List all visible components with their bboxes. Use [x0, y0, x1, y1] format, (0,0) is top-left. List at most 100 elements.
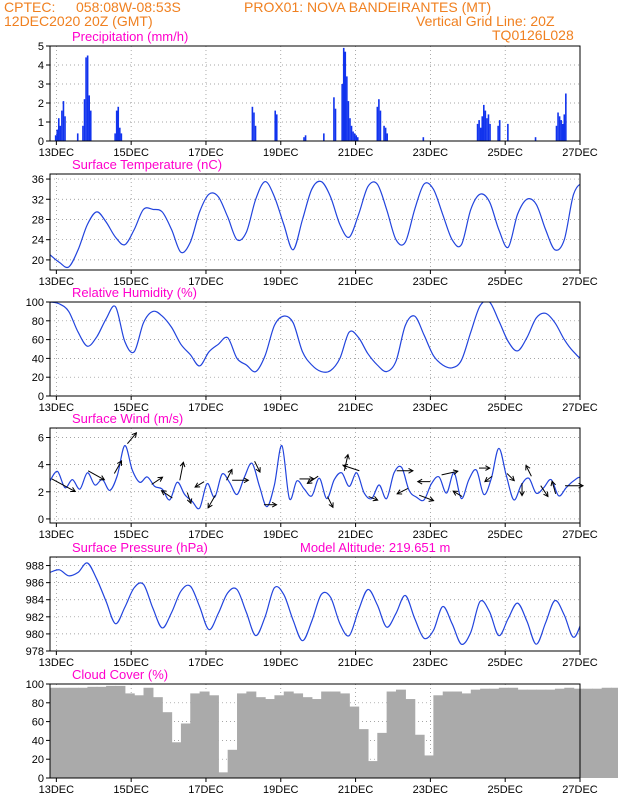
precip-bar [88, 95, 91, 141]
precip-bar [386, 133, 388, 141]
cloud-bar [592, 688, 603, 778]
wind-arrowhead [306, 478, 313, 484]
precip-bar [555, 125, 558, 141]
wind-arrow [161, 490, 173, 499]
precip-bar [59, 125, 62, 141]
x-tick-label: 17DEC [188, 147, 224, 159]
cloud-bar [330, 691, 341, 778]
precip-bar [89, 110, 92, 141]
precip-bar [350, 125, 353, 141]
cloud-bar [582, 688, 593, 778]
panel-title: Cloud Cover (%) [72, 667, 168, 682]
panel-title: Relative Humidity (%) [72, 285, 197, 300]
precip-bar [383, 125, 385, 141]
precip-bar [85, 57, 87, 141]
cloud-bar [50, 687, 60, 778]
cloud-bar [227, 749, 238, 778]
header-model-code: TQ0126L028 [492, 27, 574, 43]
x-tick-label: 23DEC [413, 402, 449, 414]
x-tick-label: 25DEC [487, 657, 523, 669]
wind-arrowhead [255, 467, 261, 474]
cloud-bar [554, 688, 565, 778]
precip-bar [86, 55, 89, 141]
precip-bar [120, 133, 123, 141]
precip-bar [507, 123, 509, 141]
precip-bar [484, 110, 487, 141]
y-tick-label: 984 [26, 595, 44, 607]
y-tick-label: 40 [32, 735, 44, 747]
wind-arrow [368, 496, 378, 501]
y-tick-label: 5 [38, 41, 44, 53]
plot-frame [49, 427, 581, 524]
precip-bar [384, 127, 387, 141]
precip-bar [481, 116, 484, 141]
precip-bar [254, 125, 257, 141]
y-tick-label: 100 [26, 297, 44, 309]
y-tick-label: 2 [38, 487, 44, 499]
cloud-bar [564, 687, 575, 778]
wind-arrowhead [416, 478, 423, 485]
precip-bar [251, 106, 254, 141]
wind-arrowhead [452, 490, 459, 496]
precip-bar [114, 133, 116, 141]
y-tick-label: 6 [38, 433, 44, 445]
x-tick-label: 27DEC [562, 529, 598, 541]
x-tick-label: 15DEC [113, 529, 149, 541]
wind-arrowhead [484, 476, 490, 483]
plot-frame [49, 45, 581, 142]
precip-bar [342, 47, 345, 141]
cloud-bar [405, 699, 416, 778]
precip-bar [378, 99, 380, 141]
wind-arrow [207, 494, 216, 509]
y-tick-label: 28 [32, 214, 44, 226]
cloud-bar [274, 695, 285, 778]
y-tick-label: 4 [38, 460, 44, 472]
y-tick-label: 20 [32, 372, 44, 384]
wind-arrow [441, 470, 458, 476]
cloud-bar [601, 687, 612, 778]
x-tick-label: 25DEC [487, 276, 523, 288]
precip-bar [498, 120, 501, 141]
wind-arrowhead [519, 490, 525, 497]
series-line [50, 302, 580, 373]
cloud-bar [171, 742, 182, 778]
precip-bar [341, 84, 343, 141]
precip-bar [487, 114, 490, 141]
cloud-bar [545, 689, 556, 778]
plot-frame [49, 683, 581, 779]
wind-arrow [194, 481, 205, 488]
panel-3: 0 20 40 60 80 100 13DEC 15DEC 17DEC 19DEC 21DEC 23D… [26, 285, 598, 414]
x-tick-label: 15DEC [113, 784, 149, 796]
precip-bar [83, 99, 86, 141]
wind-arrowhead [372, 495, 379, 502]
panel-1: 0 1 2 3 4 5 13DEC 15DEC 17DEC 19DEC 21DEC 23DEC 25DE… [38, 29, 598, 159]
cloud-bar [517, 689, 528, 778]
precip-bar [483, 104, 485, 141]
wind-arrowhead [509, 475, 516, 482]
cloud-bar [237, 693, 247, 778]
precip-bar [560, 120, 562, 141]
precip-bar [82, 125, 84, 141]
cloud-bar [321, 691, 332, 778]
cloud-bar [498, 687, 509, 778]
wind-arrow [484, 475, 493, 483]
cloud-bar [508, 687, 519, 778]
x-tick-label: 15DEC [113, 657, 149, 669]
header-grid-note: Vertical Grid Line: 20Z [416, 13, 555, 29]
wind-arrow [327, 496, 334, 508]
precip-bar [64, 116, 66, 141]
wind-arrowhead [243, 477, 250, 484]
precip-bar [344, 51, 347, 142]
precip-bar [563, 114, 566, 141]
cloud-bar [433, 695, 444, 778]
x-tick-label: 23DEC [413, 529, 449, 541]
cloud-bar [442, 691, 453, 778]
wind-arrowhead [525, 464, 531, 471]
precip-bar [349, 118, 351, 141]
precip-bar [486, 118, 488, 141]
x-tick-label: 21DEC [338, 402, 374, 414]
cloud-bar [367, 761, 378, 778]
y-tick-label: 4 [38, 60, 44, 72]
cloud-bar [78, 687, 89, 778]
